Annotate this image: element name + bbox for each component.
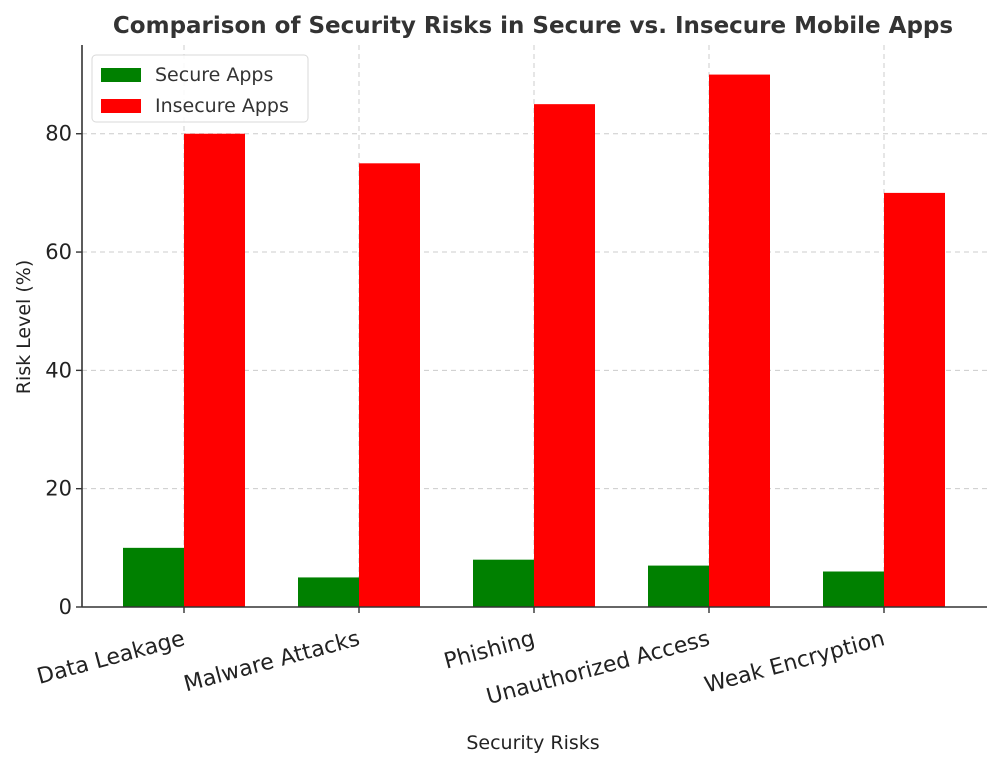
x-tick-label: Data Leakage bbox=[34, 626, 187, 689]
y-axis-label: Risk Level (%) bbox=[13, 260, 35, 395]
y-tick-label: 20 bbox=[45, 477, 72, 501]
ticks-layer: 0 20 40 60 80 bbox=[45, 122, 885, 619]
legend-swatch bbox=[101, 68, 141, 82]
bars-layer bbox=[123, 74, 945, 608]
bar-insecure-apps bbox=[184, 133, 245, 607]
bar-insecure-apps bbox=[884, 192, 945, 608]
bar-insecure-apps bbox=[709, 74, 770, 607]
bar-secure-apps bbox=[123, 547, 184, 607]
y-tick-label: 0 bbox=[59, 595, 72, 619]
bar-secure-apps bbox=[298, 577, 359, 607]
y-tick-label: 40 bbox=[45, 358, 72, 382]
bar-insecure-apps bbox=[359, 163, 420, 607]
x-tick-label: Malware Attacks bbox=[181, 626, 362, 697]
chart-title: Comparison of Security Risks in Secure v… bbox=[113, 13, 953, 39]
legend-label: Insecure Apps bbox=[155, 95, 289, 117]
x-axis-label: Security Risks bbox=[466, 732, 599, 754]
legend-label: Secure Apps bbox=[155, 64, 273, 86]
y-tick-label: 80 bbox=[45, 122, 72, 146]
legend-swatch bbox=[101, 99, 141, 113]
bar-insecure-apps bbox=[534, 104, 595, 607]
legend: Secure Apps Insecure Apps bbox=[91, 54, 309, 123]
y-tick-label: 60 bbox=[45, 240, 72, 264]
x-tick-label: Phishing bbox=[441, 626, 537, 674]
bar-secure-apps bbox=[648, 565, 709, 607]
x-tick-label: Weak Encryption bbox=[702, 626, 887, 698]
bar-secure-apps bbox=[473, 559, 534, 607]
legend-box bbox=[91, 54, 309, 123]
bar-secure-apps bbox=[823, 571, 884, 607]
